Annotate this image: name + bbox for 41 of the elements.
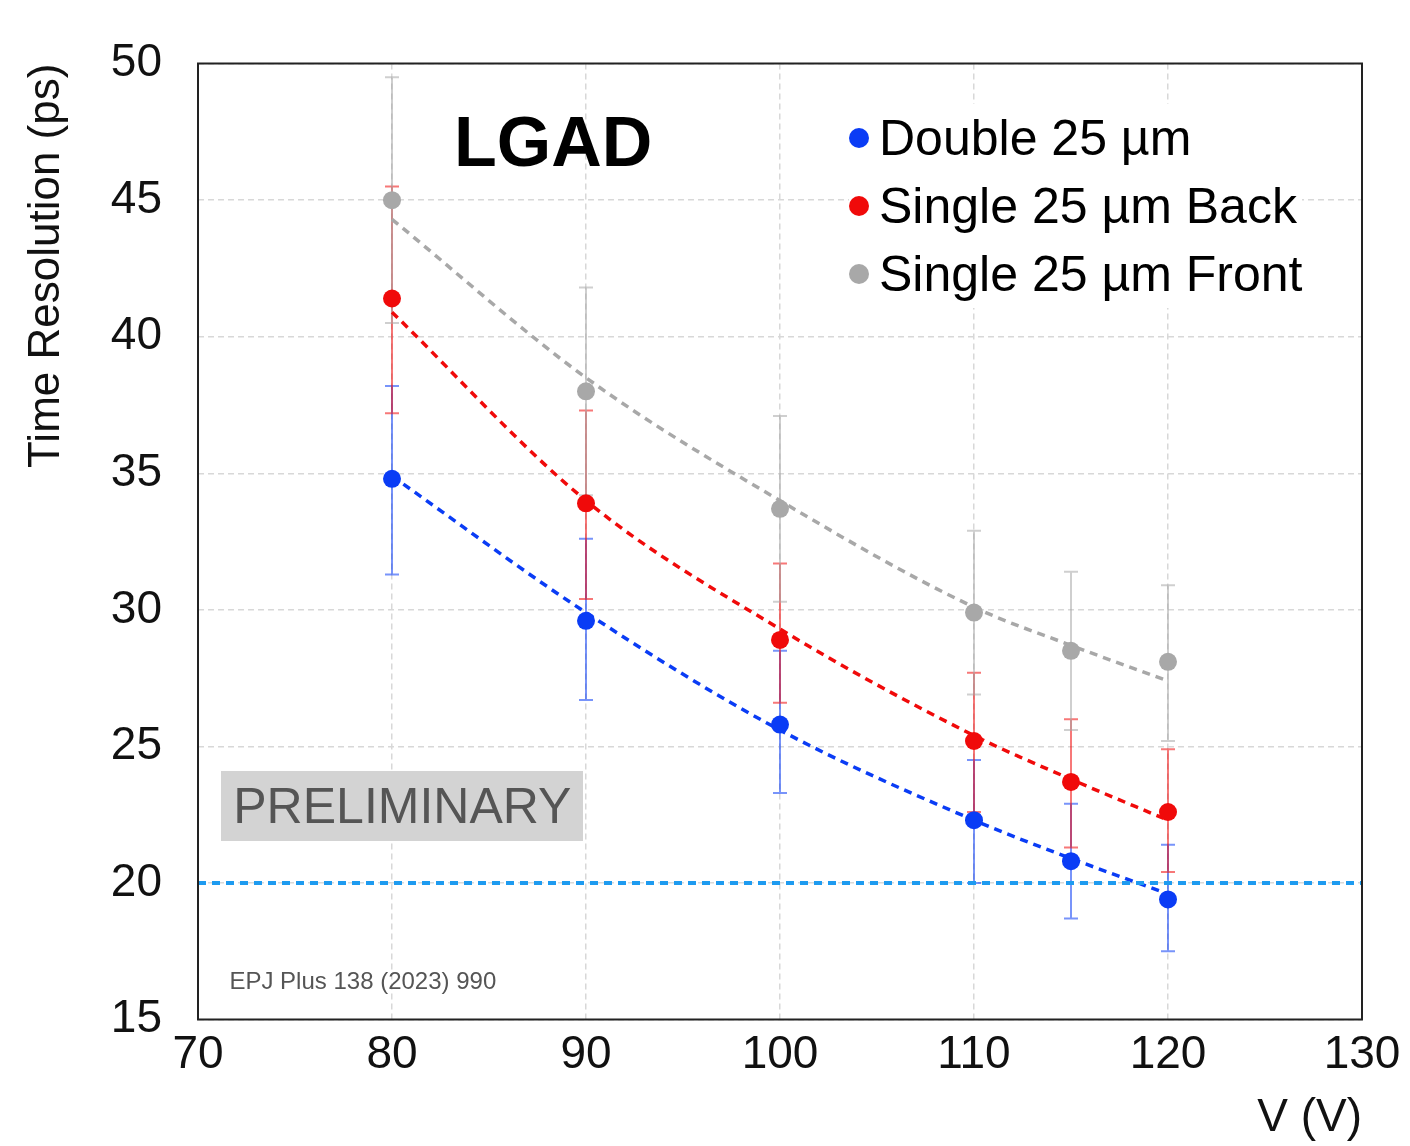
point xyxy=(771,715,789,734)
legend-label: Single 25 µm Front xyxy=(879,244,1303,304)
x-tick-label: 70 xyxy=(172,1025,224,1078)
legend-label: Double 25 µm xyxy=(879,108,1192,168)
point xyxy=(383,289,401,308)
point xyxy=(577,382,595,401)
point xyxy=(1062,852,1080,871)
x-tick-label: 90 xyxy=(560,1025,612,1078)
y-tick-label: 20 xyxy=(110,853,162,906)
y-tick-label: 15 xyxy=(110,990,162,1043)
point xyxy=(965,603,983,622)
legend-label: Single 25 µm Back xyxy=(879,176,1297,236)
point xyxy=(771,630,789,649)
point xyxy=(383,191,401,210)
point xyxy=(965,731,983,750)
annotation: PRELIMINARY xyxy=(221,771,584,842)
y-tick-label: 45 xyxy=(110,170,162,223)
point xyxy=(1062,641,1080,660)
point xyxy=(577,611,595,630)
x-tick-label: 100 xyxy=(741,1025,819,1078)
x-tick-label: 120 xyxy=(1129,1025,1207,1078)
x-axis-title: V (V) xyxy=(1257,1089,1362,1142)
point xyxy=(771,499,789,518)
y-tick-label: 30 xyxy=(110,580,162,633)
y-tick-label: 40 xyxy=(110,307,162,360)
point xyxy=(1159,803,1177,822)
point xyxy=(383,469,401,488)
point xyxy=(1159,652,1177,671)
x-tick-label: 80 xyxy=(366,1025,418,1078)
annotation: EPJ Plus 138 (2023) 990 xyxy=(229,967,497,996)
y-axis-title: Time Resolution (ps) xyxy=(18,63,68,468)
y-tick-label: 35 xyxy=(110,444,162,496)
point xyxy=(965,811,983,830)
point xyxy=(1159,890,1177,909)
x-tick-label: 110 xyxy=(937,1025,1011,1078)
point xyxy=(577,494,595,513)
annotation: LGAD xyxy=(454,101,653,182)
y-tick-label: 50 xyxy=(110,34,162,87)
x-tick-label: 130 xyxy=(1323,1025,1401,1078)
y-tick-label: 25 xyxy=(110,717,162,770)
point xyxy=(1062,772,1080,791)
